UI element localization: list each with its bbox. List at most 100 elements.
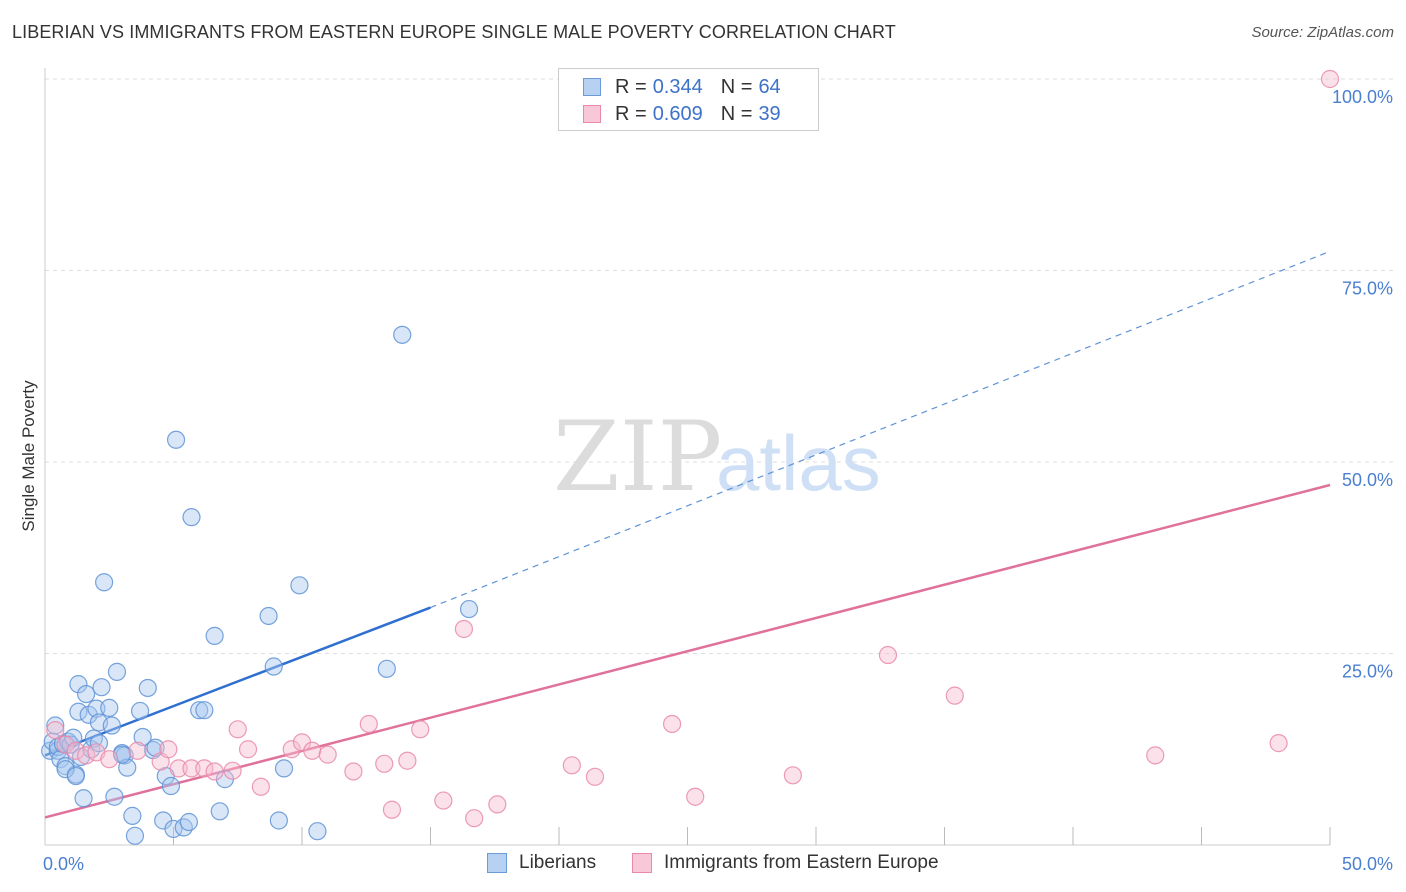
point-liberians — [69, 675, 88, 694]
point-eastern-europe — [46, 720, 65, 740]
legend-n-value: 39 — [758, 102, 781, 125]
legend-r-label: R = — [615, 75, 647, 98]
point-liberians — [56, 760, 75, 779]
point-eastern-europe — [454, 619, 474, 639]
legend-row-eastern-europe: R = 0.609 N = 39 — [583, 101, 781, 127]
watermark-atlas: atlas — [716, 419, 881, 507]
point-eastern-europe — [1146, 746, 1165, 765]
point-liberians — [269, 811, 288, 830]
point-liberians — [459, 599, 479, 619]
point-eastern-europe — [228, 720, 247, 739]
series-label-liberians: Liberians — [519, 852, 597, 873]
point-liberians — [66, 766, 85, 786]
gridlines — [45, 78, 1395, 654]
x-tick-label: 0.0% — [43, 854, 84, 874]
legend-swatch-blue — [583, 78, 601, 96]
point-liberians — [95, 573, 114, 592]
watermark: ZIP atlas — [553, 401, 881, 513]
point-eastern-europe — [359, 714, 378, 734]
point-liberians — [105, 787, 124, 806]
watermark-zip: ZIP — [553, 401, 722, 513]
point-eastern-europe — [303, 741, 322, 760]
point-eastern-europe — [344, 762, 363, 781]
point-liberians — [210, 802, 229, 821]
trend-liberians-extension — [430, 250, 1331, 609]
point-eastern-europe — [411, 720, 430, 739]
point-liberians — [259, 606, 278, 626]
legend-n-label: N = — [720, 102, 753, 125]
point-eastern-europe — [662, 714, 682, 734]
point-liberians — [274, 759, 294, 778]
legend-swatch-pink — [583, 105, 601, 123]
point-eastern-europe — [465, 809, 484, 828]
point-eastern-europe — [382, 800, 402, 819]
point-liberians — [377, 659, 396, 678]
trend-eastern-europe — [44, 483, 1331, 819]
legend-row-liberians: R = 0.344 N = 64 — [583, 74, 781, 100]
point-eastern-europe — [783, 766, 802, 785]
point-eastern-europe — [159, 740, 178, 759]
y-axis-label: Single Male Poverty — [19, 380, 38, 532]
point-eastern-europe — [945, 686, 964, 705]
legend-r-value: 0.344 — [652, 75, 703, 98]
y-tick-label: 50.0% — [1342, 470, 1393, 490]
chart-source: Source: ZipAtlas.com — [1251, 24, 1394, 41]
series-swatch-blue — [487, 853, 507, 873]
point-eastern-europe — [318, 745, 337, 764]
point-eastern-europe — [282, 740, 301, 759]
point-eastern-europe — [1269, 734, 1288, 753]
point-eastern-europe — [562, 756, 581, 775]
chart-title: LIBERIAN VS IMMIGRANTS FROM EASTERN EURO… — [12, 22, 896, 42]
tick-labels: 25.0% 50.0% 75.0% 100.0% 0.0% 50.0% — [43, 87, 1393, 874]
point-liberians — [133, 727, 152, 747]
point-liberians — [205, 626, 224, 645]
point-liberians — [161, 776, 181, 796]
point-liberians — [125, 826, 145, 845]
legend-r-value: 0.609 — [652, 102, 703, 125]
series-legend-eastern-europe[interactable]: Immigrants from Eastern Europe — [632, 852, 939, 874]
point-eastern-europe — [434, 791, 453, 810]
x-tick-label: 50.0% — [1342, 854, 1393, 874]
point-liberians — [166, 430, 186, 449]
legend-n-label: N = — [720, 75, 753, 98]
series-legend-liberians[interactable]: Liberians — [487, 852, 596, 874]
point-eastern-europe — [585, 767, 605, 786]
point-liberians — [182, 508, 201, 527]
y-tick-label: 25.0% — [1342, 662, 1393, 682]
data-points — [41, 69, 1340, 845]
point-liberians — [87, 699, 106, 718]
point-liberians — [174, 818, 193, 837]
y-tick-label: 100.0% — [1332, 87, 1393, 107]
point-liberians — [264, 657, 283, 676]
point-eastern-europe — [223, 761, 242, 780]
legend-r-label: R = — [615, 102, 647, 125]
point-liberians — [308, 822, 327, 841]
point-liberians — [138, 678, 157, 698]
point-eastern-europe — [375, 754, 394, 773]
point-eastern-europe — [398, 751, 417, 770]
point-eastern-europe — [488, 795, 507, 814]
point-liberians — [179, 812, 199, 832]
point-eastern-europe — [182, 759, 201, 778]
point-eastern-europe — [1320, 69, 1340, 89]
point-liberians — [46, 716, 65, 735]
point-eastern-europe — [100, 750, 119, 769]
series-legend: Liberians Immigrants from Eastern Europe — [0, 852, 1406, 878]
point-liberians — [190, 701, 209, 720]
point-liberians — [92, 678, 111, 697]
y-tick-label: 75.0% — [1342, 279, 1393, 299]
trend-liberians — [44, 606, 431, 757]
point-liberians — [123, 806, 142, 825]
point-liberians — [195, 701, 214, 720]
series-swatch-pink — [632, 853, 652, 873]
point-liberians — [290, 576, 309, 595]
axes — [44, 68, 1331, 846]
point-eastern-europe — [77, 746, 96, 765]
point-liberians — [77, 684, 96, 704]
point-eastern-europe — [56, 735, 75, 754]
point-eastern-europe — [251, 777, 270, 796]
point-eastern-europe — [205, 762, 224, 781]
point-eastern-europe — [195, 759, 214, 778]
point-liberians — [69, 702, 88, 721]
